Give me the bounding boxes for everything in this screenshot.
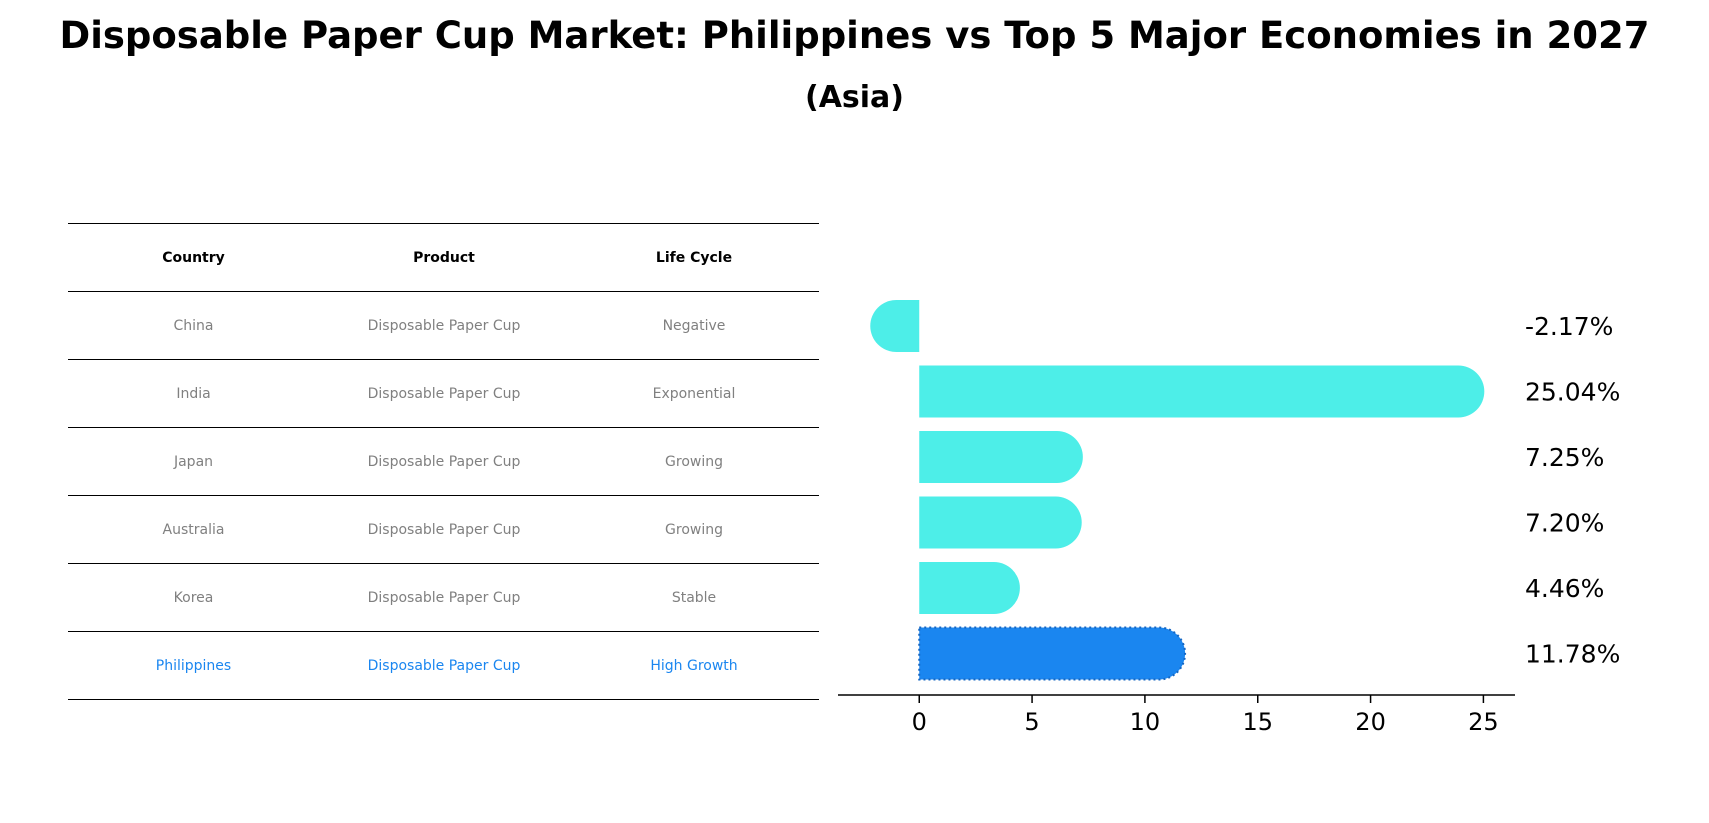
cell-product: Disposable Paper Cup (367, 453, 521, 470)
bar-highlighted (918, 626, 1187, 681)
cell-country: Philippines (155, 657, 232, 674)
cell-country: Australia (162, 521, 225, 538)
x-tick-label: 10 (1130, 708, 1161, 736)
bar (919, 496, 1082, 549)
chart-subtitle: (Asia) (804, 80, 905, 115)
table-row: China Disposable Paper Cup Negative (68, 292, 819, 360)
table-row: Japan Disposable Paper Cup Growing (68, 428, 819, 496)
table-row: Australia Disposable Paper Cup Growing (68, 496, 819, 564)
bar-value-label: -2.17% (1525, 312, 1613, 341)
cell-product: Disposable Paper Cup (367, 317, 521, 334)
cell-life-cycle: Stable (671, 589, 717, 606)
bar-value-label: 7.20% (1525, 509, 1604, 538)
bar (919, 562, 1020, 614)
chart-title: Disposable Paper Cup Market: Philippines… (59, 14, 1650, 57)
table-row: India Disposable Paper Cup Exponential (68, 360, 819, 428)
cell-product: Disposable Paper Cup (367, 657, 521, 674)
x-tick-label: 20 (1355, 708, 1386, 736)
bar (870, 300, 920, 352)
cell-life-cycle: Growing (665, 521, 723, 538)
table-header-row: Country Product Life Cycle (68, 223, 819, 292)
cell-life-cycle: High Growth (650, 657, 738, 674)
x-tick-label: 5 (1024, 708, 1039, 736)
bar-value-label: 4.46% (1525, 574, 1604, 603)
cell-country: India (176, 385, 211, 402)
cell-country: Korea (173, 589, 214, 606)
header-country: Country (162, 249, 225, 266)
x-tick-label: 25 (1468, 708, 1499, 736)
bar (919, 365, 1485, 418)
cell-country: China (173, 317, 214, 334)
cell-life-cycle: Growing (665, 453, 723, 470)
header-product: Product (413, 249, 475, 266)
x-tick-label: 0 (912, 708, 927, 736)
bar-value-label: 7.25% (1525, 443, 1604, 472)
table-row: Korea Disposable Paper Cup Stable (68, 564, 819, 632)
cell-product: Disposable Paper Cup (367, 385, 521, 402)
cell-country: Japan (173, 453, 214, 470)
cell-product: Disposable Paper Cup (367, 589, 521, 606)
cell-life-cycle: Negative (662, 317, 726, 334)
header-life-cycle: Life Cycle (655, 249, 733, 266)
bar-value-label: 11.78% (1525, 640, 1620, 669)
table-row-highlighted: Philippines Disposable Paper Cup High Gr… (68, 632, 819, 700)
cell-life-cycle: Exponential (652, 385, 736, 402)
data-table: Country Product Life Cycle China Disposa… (68, 223, 819, 700)
bar-value-label: 25.04% (1525, 378, 1620, 407)
cell-product: Disposable Paper Cup (367, 521, 521, 538)
bar (919, 431, 1083, 483)
x-tick-label: 15 (1242, 708, 1273, 736)
